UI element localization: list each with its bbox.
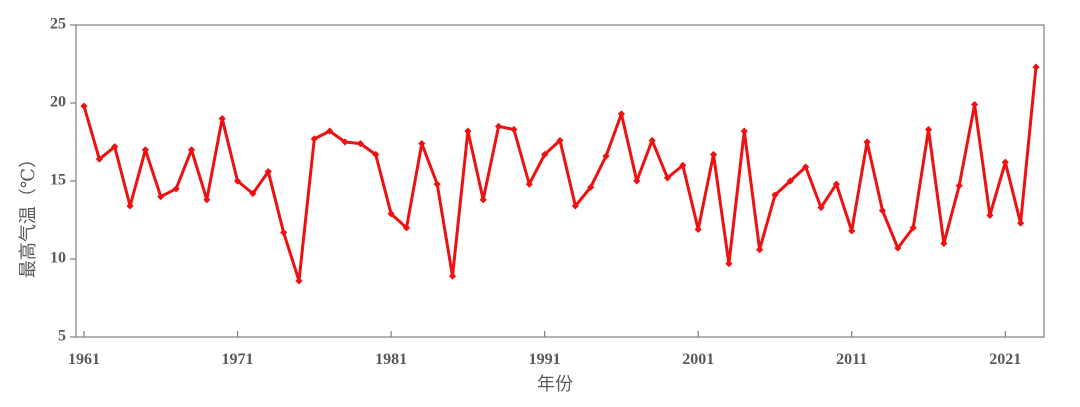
data-point-marker [479, 196, 487, 204]
data-point-marker [126, 202, 134, 210]
data-point-marker [264, 168, 272, 176]
data-point-marker [172, 185, 180, 193]
data-point-marker [571, 202, 579, 210]
data-point-marker [663, 174, 672, 182]
data-point-marker [940, 239, 948, 247]
data-point-marker [1032, 63, 1040, 71]
x-tick-label: 1981 [375, 351, 407, 368]
data-point-marker [602, 152, 610, 160]
data-point-marker [955, 182, 963, 190]
data-point-marker [817, 203, 825, 212]
y-axis-title: 最高气温（℃） [18, 150, 38, 278]
data-point-marker [556, 136, 564, 145]
series-line [82, 66, 1038, 283]
data-point-marker [924, 125, 933, 134]
data-point-marker [1001, 158, 1009, 166]
y-tick-label: 20 [50, 94, 66, 111]
data-point-marker [356, 139, 364, 148]
y-tick-label: 10 [50, 250, 66, 267]
data-point-marker [756, 246, 764, 254]
y-tick-label: 15 [50, 172, 66, 189]
data-point-marker [587, 183, 595, 191]
data-point-marker [310, 135, 318, 143]
plot-area-frame [75, 24, 1045, 338]
data-point-marker [494, 122, 503, 130]
data-point-marker [341, 138, 349, 146]
data-point-marker [679, 161, 687, 169]
data-point-marker [894, 244, 902, 252]
x-tick-label: 2001 [682, 351, 714, 368]
data-point-marker [878, 207, 887, 215]
data-point-marker [233, 177, 242, 185]
data-point-marker [740, 127, 748, 135]
data-point-marker [80, 102, 88, 110]
y-tick-label: 25 [50, 16, 66, 33]
data-point-marker [111, 143, 119, 151]
x-tick-label: 1971 [222, 351, 254, 368]
data-point-marker [402, 224, 411, 232]
data-point-marker [541, 150, 549, 159]
data-point-marker [986, 211, 994, 219]
data-point-marker [295, 277, 303, 285]
x-tick-label: 1961 [68, 351, 100, 368]
data-point-marker [249, 189, 257, 198]
data-point-marker [95, 155, 103, 163]
x-tick-label: 1991 [529, 351, 561, 368]
data-point-marker [1017, 219, 1025, 227]
data-point-marker [694, 225, 702, 233]
data-point-marker [326, 127, 334, 135]
data-point-marker [786, 177, 794, 185]
data-point-marker [448, 272, 457, 280]
data-point-marker [771, 191, 779, 199]
data-point-marker [387, 210, 395, 218]
data-point-marker [280, 228, 288, 237]
data-point-marker [648, 136, 656, 145]
x-tick-label: 2021 [989, 351, 1021, 368]
data-point-marker [433, 180, 441, 188]
data-point-marker [970, 100, 979, 109]
data-point-marker [203, 196, 211, 204]
data-point-marker [802, 163, 810, 171]
data-point-marker [141, 146, 150, 154]
data-point-marker [372, 150, 380, 159]
x-tick-label: 2011 [836, 351, 867, 368]
data-point-marker [709, 150, 718, 159]
data-point-marker [187, 146, 196, 154]
data-point-marker [617, 110, 626, 118]
data-point-marker [909, 224, 917, 232]
data-point-marker [832, 180, 840, 188]
data-point-marker [464, 127, 472, 135]
data-point-marker [218, 115, 226, 123]
y-tick-label: 5 [58, 328, 66, 345]
data-point-marker [863, 138, 871, 146]
data-point-marker [633, 177, 641, 185]
data-point-marker [848, 227, 856, 235]
data-point-marker [157, 193, 165, 201]
x-axis-title: 年份 [537, 374, 573, 394]
data-point-marker [510, 125, 518, 134]
data-point-marker [525, 180, 533, 188]
data-point-marker [725, 260, 733, 268]
data-point-marker [418, 139, 426, 148]
